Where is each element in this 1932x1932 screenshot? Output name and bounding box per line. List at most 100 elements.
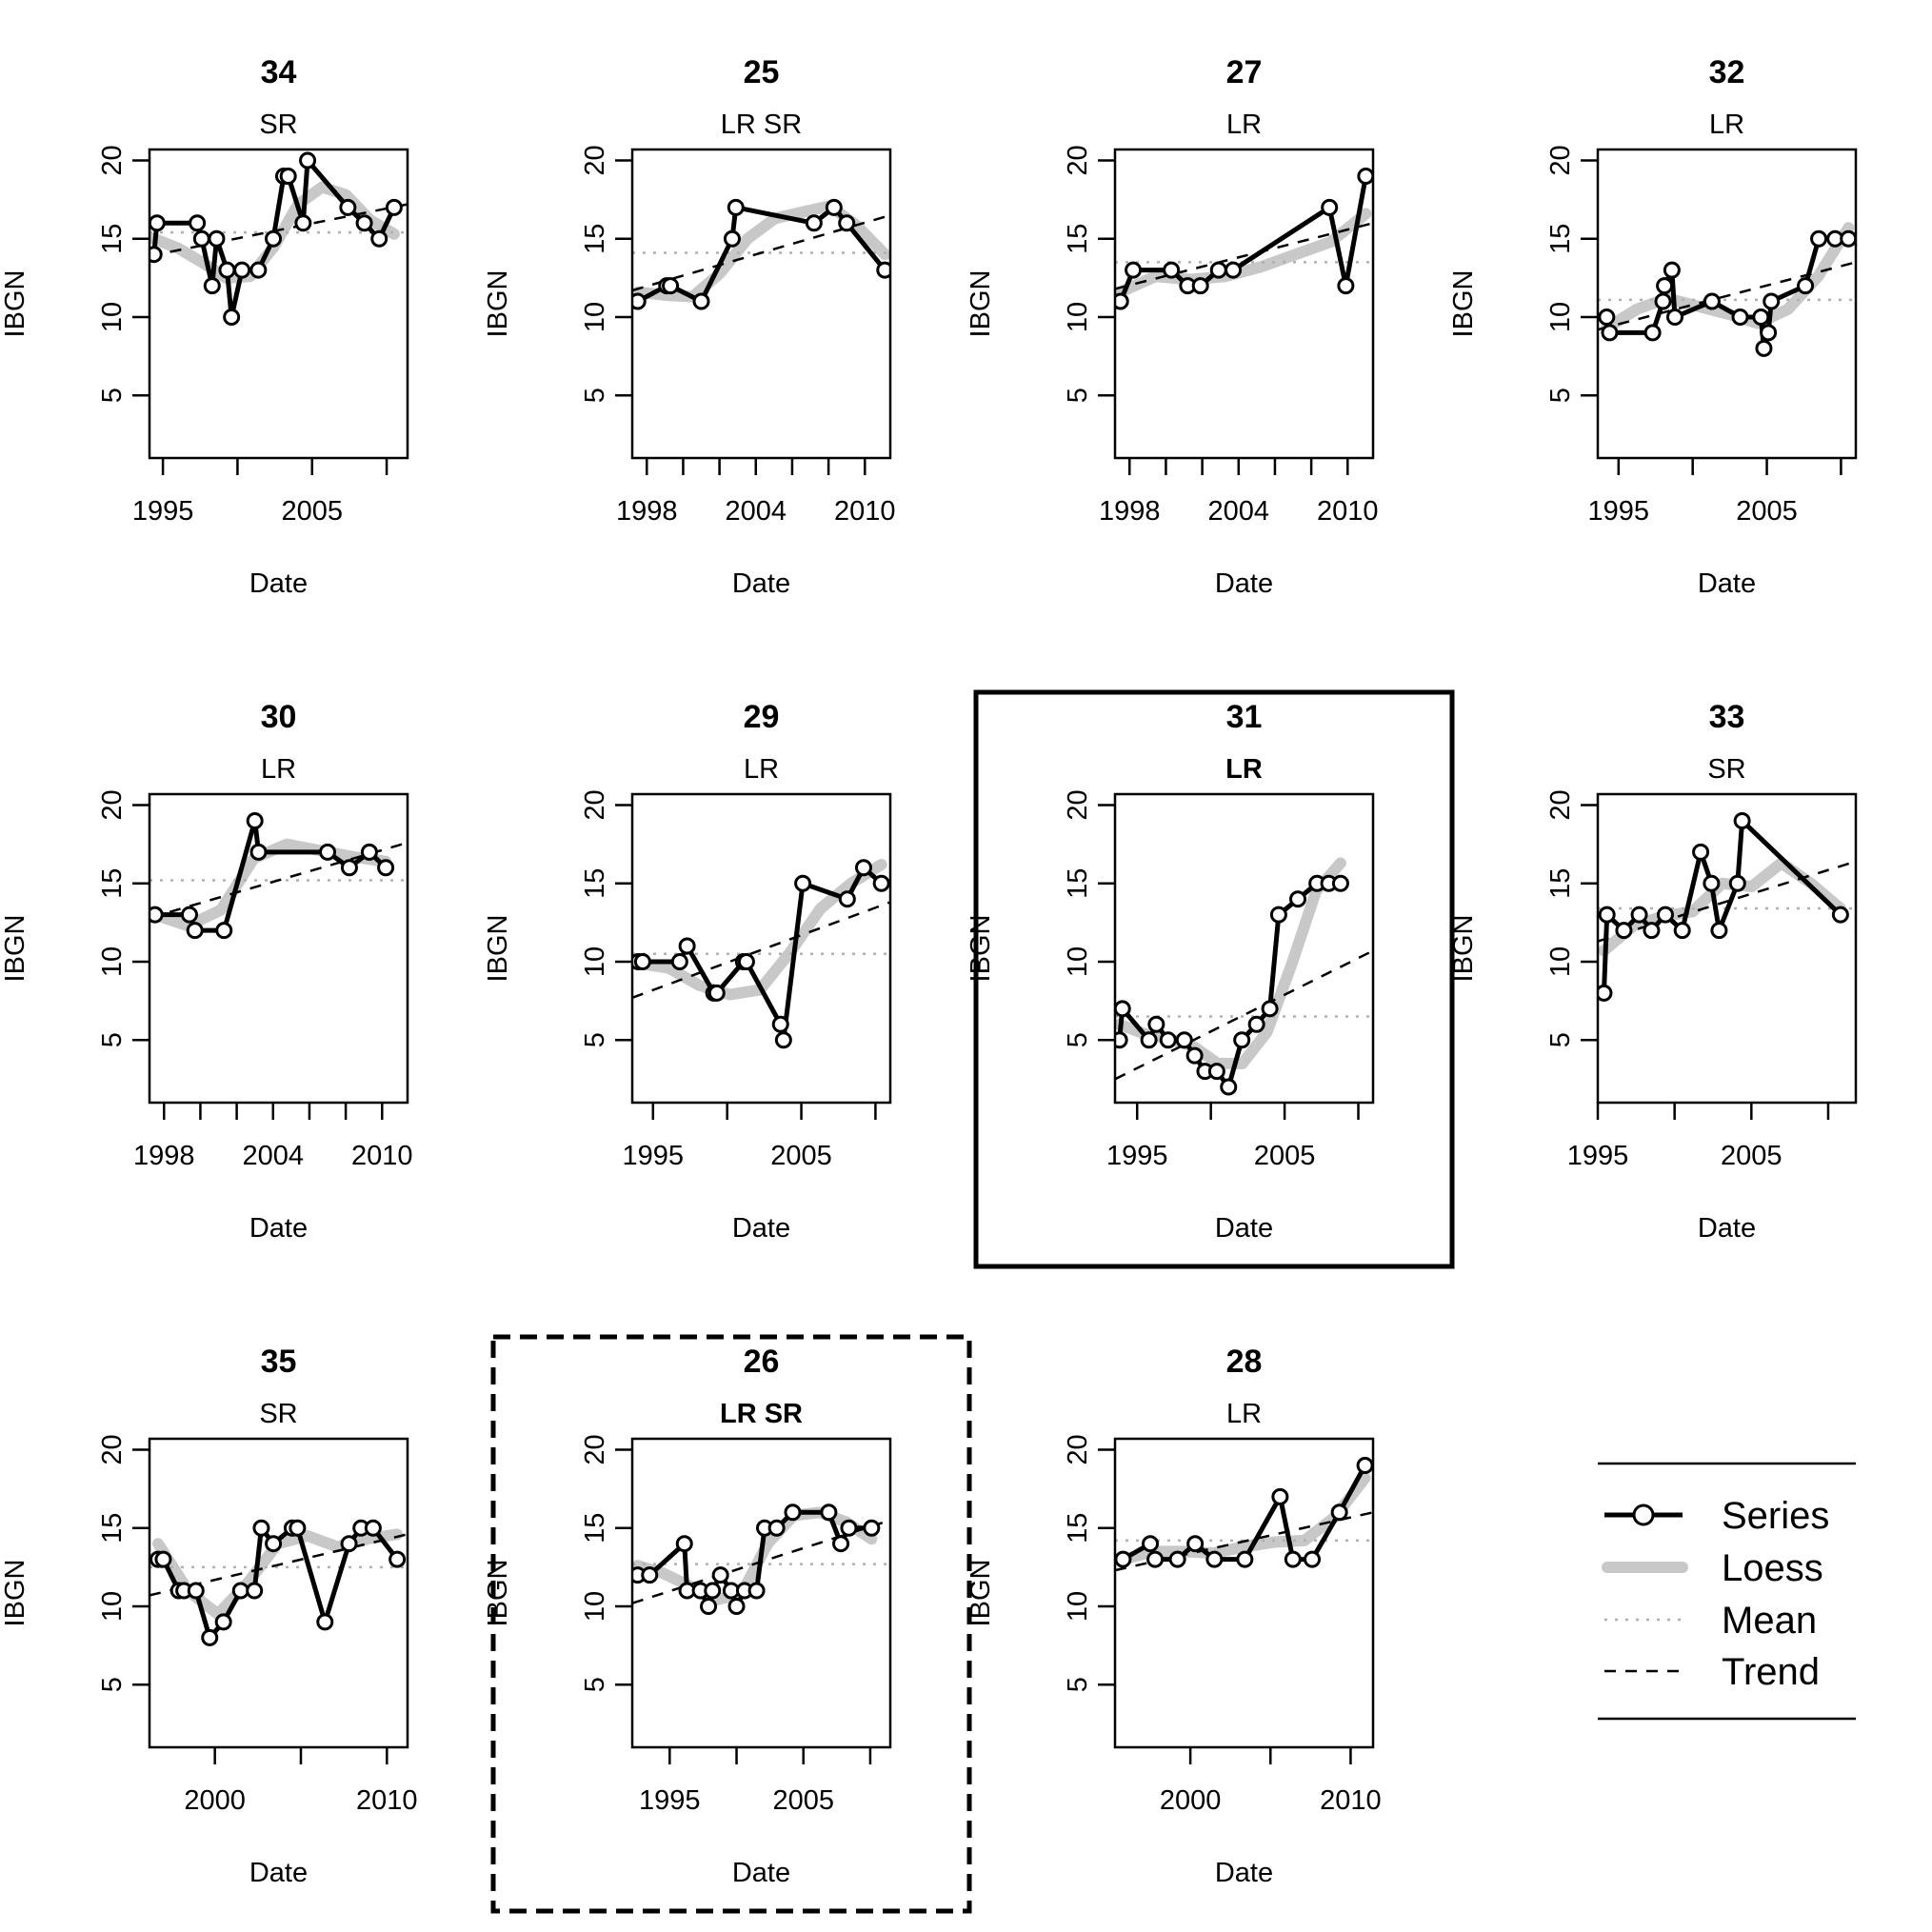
x-tick-label: 1995 <box>623 1141 685 1171</box>
series-point <box>1797 277 1815 295</box>
series-point <box>370 229 388 248</box>
legend-label: Trend <box>1722 1651 1820 1693</box>
x-tick-label: 2004 <box>1208 496 1270 527</box>
panel-subtitle: LR <box>1226 1399 1262 1429</box>
plot-box <box>630 792 892 1105</box>
plot-box <box>1113 1437 1375 1749</box>
series-point <box>1663 261 1681 279</box>
series-point <box>1220 1078 1238 1096</box>
series-point <box>340 1535 358 1553</box>
panel-subtitle: LR SR <box>720 1399 803 1429</box>
series-point <box>1209 261 1227 279</box>
series-point <box>1731 308 1749 326</box>
y-tick-label: 10 <box>1545 302 1576 332</box>
series-point <box>316 1613 334 1631</box>
panel-title: 33 <box>1709 699 1745 735</box>
series-point <box>364 1519 382 1537</box>
series-point <box>1140 1031 1158 1049</box>
series-point <box>1665 308 1683 326</box>
y-tick-label: 20 <box>1063 789 1093 820</box>
series-point <box>876 261 890 279</box>
series-point <box>1261 1000 1279 1018</box>
series-point <box>678 937 696 955</box>
series-point <box>675 1535 693 1553</box>
y-tick-label: 5 <box>97 1032 128 1047</box>
x-tick-label: 2010 <box>834 496 896 527</box>
y-tick-label: 15 <box>1063 1513 1093 1544</box>
y-axis-label: IBGN <box>966 270 996 338</box>
series-point <box>1185 1046 1204 1065</box>
trend-line <box>632 213 890 292</box>
legend-label: Loess <box>1722 1547 1823 1589</box>
panel-title: 29 <box>744 699 780 735</box>
series-point <box>201 1628 219 1646</box>
y-axis-label: IBGN <box>483 270 513 338</box>
plot-area <box>632 1504 890 1615</box>
series-point <box>1810 229 1828 248</box>
legend-series-marker <box>1632 1504 1655 1526</box>
y-tick-label: 5 <box>97 388 128 403</box>
series-point <box>1831 906 1849 924</box>
x-tick-label: 2010 <box>1320 1785 1382 1816</box>
y-tick-label: 10 <box>97 946 128 977</box>
series-point <box>246 1582 264 1600</box>
series-point <box>1125 261 1143 279</box>
series-point <box>1692 843 1710 861</box>
panel-subtitle: LR SR <box>721 110 802 140</box>
y-tick-label: 20 <box>1545 145 1576 175</box>
y-axis-label: IBGN <box>966 1560 996 1627</box>
plot-area <box>1115 857 1373 1096</box>
y-tick-label: 10 <box>580 302 610 332</box>
series-point <box>319 843 337 861</box>
series-point <box>767 1519 786 1537</box>
series-point <box>1271 1487 1289 1505</box>
series-point <box>774 1031 792 1049</box>
y-tick-label: 20 <box>1063 1434 1093 1464</box>
series-point <box>1752 308 1770 326</box>
trend-line <box>1598 860 1856 943</box>
series-point <box>1673 922 1691 940</box>
plot-box <box>1113 792 1375 1105</box>
loess-line <box>632 859 887 1001</box>
x-axis-label: Date <box>1698 1213 1756 1244</box>
y-tick-label: 10 <box>97 302 128 332</box>
series-point <box>223 308 241 326</box>
series-point <box>1356 1456 1373 1474</box>
plot-box <box>1113 148 1375 460</box>
y-tick-label: 10 <box>1545 946 1576 977</box>
panel-32: 32 LR 5 10 15 20 IBGN 1995 2005 Date <box>1448 54 1858 599</box>
x-tick-label: 2005 <box>772 1785 834 1816</box>
series-point <box>1247 1015 1265 1033</box>
series-point <box>863 1519 881 1537</box>
x-tick-label: 2005 <box>770 1141 832 1171</box>
x-tick-label: 2005 <box>1254 1141 1316 1171</box>
plot-area <box>632 859 890 1049</box>
panel-33: 33 SR 5 10 15 20 IBGN 1995 2005 Date <box>1448 699 1858 1244</box>
panel-subtitle: SR <box>1707 754 1745 785</box>
y-tick-label: 20 <box>97 145 128 175</box>
series-point <box>1146 1550 1165 1568</box>
x-tick-label: 1995 <box>1106 1141 1168 1171</box>
series-point <box>1703 292 1721 310</box>
series-point <box>149 906 164 924</box>
y-tick-label: 15 <box>1063 224 1093 254</box>
y-axis-label: IBGN <box>0 915 30 983</box>
series-line <box>1603 236 1849 351</box>
panel-29: 29 LR 5 10 15 20 IBGN 1995 2005 Date <box>483 699 892 1244</box>
trend-line <box>1598 261 1856 331</box>
plot-box <box>630 1437 892 1749</box>
panel-subtitle: LR <box>1225 754 1263 785</box>
series-point <box>1630 906 1648 924</box>
y-tick-label: 15 <box>580 224 610 254</box>
series-point <box>727 1597 746 1615</box>
series-point <box>1598 308 1616 326</box>
panel-title: 31 <box>1226 699 1263 735</box>
trend-line <box>632 901 890 999</box>
series-point <box>215 922 233 940</box>
panel-title: 27 <box>1226 54 1263 90</box>
series-point <box>377 859 395 877</box>
series-point <box>1656 906 1674 924</box>
series-point <box>214 1613 232 1631</box>
x-axis-label: Date <box>732 1213 790 1244</box>
series-point <box>1289 890 1307 908</box>
